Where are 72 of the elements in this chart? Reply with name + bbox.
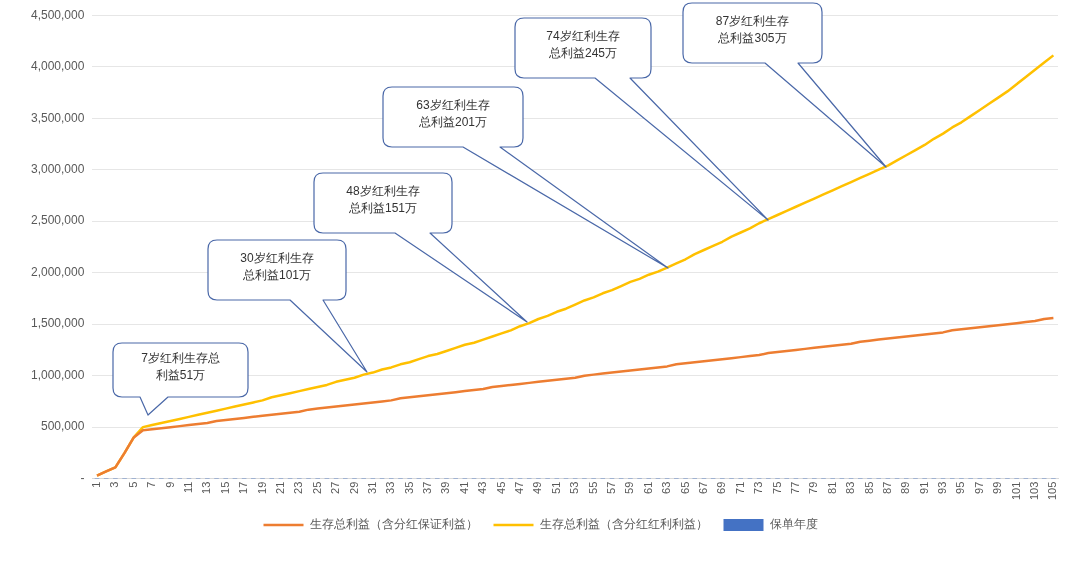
x-tick-label: 17 <box>237 481 250 494</box>
x-tick-label: 33 <box>384 481 397 494</box>
x-tick-label: 3 <box>108 481 121 488</box>
x-tick-label: 85 <box>862 481 875 494</box>
x-tick-label: 35 <box>402 481 415 494</box>
legend-label: 保单年度 <box>769 517 818 532</box>
x-tick-label: 93 <box>936 481 949 494</box>
y-tick-label: 3,500,000 <box>30 110 85 125</box>
x-tick-label: 5 <box>126 481 139 488</box>
x-tick-label: 39 <box>439 481 452 494</box>
x-tick-label: 103 <box>1028 481 1041 501</box>
x-tick-label: 91 <box>917 481 930 494</box>
x-tick-label: 23 <box>292 481 305 494</box>
x-tick-label: 55 <box>586 481 599 494</box>
x-tick-label: 77 <box>788 481 801 494</box>
x-tick-label: 59 <box>623 481 636 494</box>
x-tick-label: 79 <box>807 481 820 494</box>
x-tick-label: 87 <box>880 481 893 494</box>
x-tick-label: 53 <box>568 481 581 494</box>
annotation: 74岁红利生存总利益245万 <box>546 29 620 60</box>
x-tick-label: 21 <box>273 481 286 494</box>
x-tick-label: 67 <box>696 481 709 494</box>
x-tick-label: 57 <box>605 481 618 494</box>
x-tick-label: 97 <box>972 481 985 494</box>
annotation: 48岁红利生存总利益151万 <box>346 184 420 215</box>
y-tick-label: 500,000 <box>40 419 85 434</box>
x-tick-label: 71 <box>733 481 746 494</box>
x-tick-label: 89 <box>899 481 912 494</box>
x-tick-label: 61 <box>641 481 654 494</box>
x-tick-label: 49 <box>531 481 544 494</box>
x-tick-label: 29 <box>347 481 360 494</box>
x-tick-label: 65 <box>678 481 691 494</box>
x-tick-label: 31 <box>365 481 378 494</box>
x-tick-label: 99 <box>991 481 1004 494</box>
annotation: 87岁红利生存总利益305万 <box>715 14 790 45</box>
x-tick-label: 63 <box>660 481 673 494</box>
x-tick-label: 83 <box>844 481 857 494</box>
annotation: 63岁红利生存总利益201万 <box>416 98 490 129</box>
x-tick-label: 51 <box>549 481 562 494</box>
legend-label: 生存总利益（含分红保证利益） <box>309 517 478 532</box>
x-tick-label: 13 <box>200 481 213 494</box>
x-tick-label: 19 <box>255 481 268 494</box>
y-tick-label: - <box>80 470 85 485</box>
x-tick-label: 69 <box>715 481 728 494</box>
x-tick-label: 101 <box>1009 481 1022 501</box>
y-tick-label: 3,000,000 <box>30 161 85 176</box>
x-tick-label: 43 <box>476 481 489 494</box>
x-tick-label: 95 <box>954 481 967 494</box>
x-tick-label: 7 <box>145 481 158 488</box>
annotation: 7岁红利生存总利益51万 <box>141 351 220 382</box>
x-tick-label: 1 <box>90 481 103 488</box>
y-tick-label: 1,500,000 <box>30 316 85 331</box>
legend-label: 生存总利益（含分红红利利益） <box>539 517 708 532</box>
y-tick-label: 1,000,000 <box>30 367 85 382</box>
y-tick-label: 4,000,000 <box>30 59 85 74</box>
x-tick-label: 37 <box>421 481 434 494</box>
x-tick-label: 9 <box>163 481 176 488</box>
x-tick-label: 45 <box>494 481 507 494</box>
x-tick-label: 105 <box>1046 481 1059 501</box>
x-tick-label: 11 <box>181 481 194 494</box>
x-tick-label: 47 <box>513 481 526 494</box>
x-tick-label: 15 <box>218 481 231 494</box>
y-tick-label: 2,500,000 <box>30 213 85 228</box>
x-tick-label: 25 <box>310 481 323 494</box>
x-tick-label: 27 <box>329 481 342 494</box>
annotation: 30岁红利生存总利益101万 <box>240 251 314 282</box>
y-tick-label: 2,000,000 <box>30 264 85 279</box>
x-tick-label: 81 <box>825 481 838 494</box>
x-tick-label: 75 <box>770 481 783 494</box>
x-tick-label: 41 <box>457 481 470 494</box>
x-tick-label: 73 <box>752 481 765 494</box>
y-tick-label: 4,500,000 <box>30 7 85 22</box>
